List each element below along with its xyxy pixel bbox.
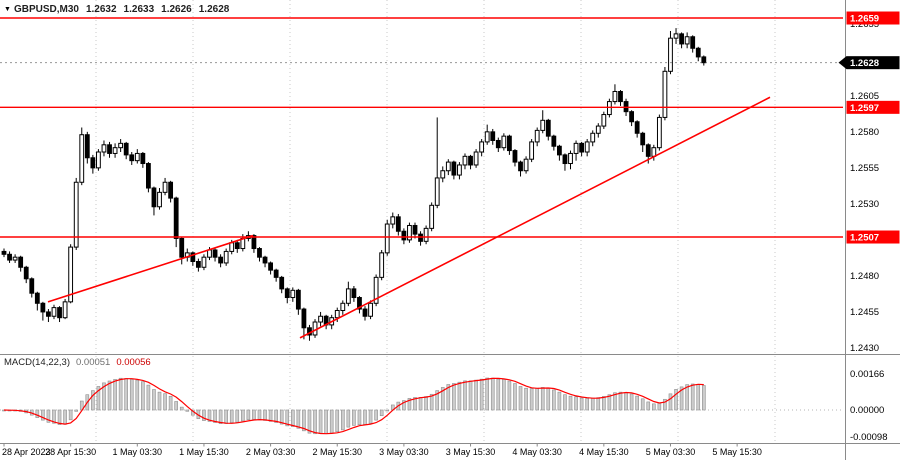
svg-text:2 May 03:30: 2 May 03:30 xyxy=(246,447,296,457)
svg-text:28 Apr 15:30: 28 Apr 15:30 xyxy=(45,447,96,457)
symbol-title: ▼ GBPUSD,M30 1.2632 1.2633 1.2626 1.2628 xyxy=(4,4,229,15)
quote-open: 1.2632 xyxy=(85,4,117,15)
svg-text:-0.00098: -0.00098 xyxy=(850,432,888,443)
svg-text:1.2455: 1.2455 xyxy=(850,307,879,318)
svg-text:0.00000: 0.00000 xyxy=(850,405,884,416)
svg-text:1 May 03:30: 1 May 03:30 xyxy=(113,447,163,457)
symbol-marker-icon: ▼ xyxy=(4,6,11,13)
macd-signal-value: 0.00056 xyxy=(116,357,151,368)
svg-text:5 May 15:30: 5 May 15:30 xyxy=(712,447,762,457)
macd-axis[interactable]: 0.00166 0.00000 -0.00098 xyxy=(850,369,888,443)
svg-text:1.2555: 1.2555 xyxy=(850,163,879,174)
svg-text:1.2628: 1.2628 xyxy=(850,58,879,69)
svg-text:5 May 03:30: 5 May 03:30 xyxy=(646,447,696,457)
svg-text:1.2430: 1.2430 xyxy=(850,343,879,354)
level-price-badge: 1.2507 xyxy=(846,230,900,244)
svg-text:3 May 03:30: 3 May 03:30 xyxy=(379,447,429,457)
svg-text:1.2597: 1.2597 xyxy=(850,103,879,114)
macd-histogram xyxy=(0,377,843,435)
macd-name: MACD(14,22,3) xyxy=(4,357,70,368)
macd-main-value: 0.00051 xyxy=(76,357,111,368)
current-price-badge: 1.2628 xyxy=(838,56,900,70)
svg-text:28 Apr 2023: 28 Apr 2023 xyxy=(2,447,51,457)
quote-low: 1.2626 xyxy=(161,4,192,15)
level-price-badge: 1.2597 xyxy=(846,100,900,114)
svg-text:1.2605: 1.2605 xyxy=(850,91,879,102)
level-price-badge: 1.2659 xyxy=(846,11,900,25)
svg-text:1.2507: 1.2507 xyxy=(850,233,879,244)
macd-indicator-label: MACD(14,22,3) 0.00051 0.00056 xyxy=(4,357,151,368)
svg-text:4 May 03:30: 4 May 03:30 xyxy=(512,447,562,457)
quote-high: 1.2633 xyxy=(123,4,155,15)
quote-close: 1.2628 xyxy=(198,4,230,15)
grid-lines xyxy=(95,0,776,444)
svg-text:1 May 15:30: 1 May 15:30 xyxy=(179,447,229,457)
svg-text:3 May 15:30: 3 May 15:30 xyxy=(446,447,496,457)
horizontal-level-lines[interactable] xyxy=(0,17,843,238)
svg-text:0.00166: 0.00166 xyxy=(850,369,884,380)
svg-text:1.2659: 1.2659 xyxy=(850,14,879,25)
trend-lines[interactable] xyxy=(47,96,771,339)
macd-signal-line xyxy=(3,377,704,435)
svg-text:1.2480: 1.2480 xyxy=(850,271,879,282)
symbol-name: GBPUSD,M30 xyxy=(13,4,79,15)
svg-text:1.2580: 1.2580 xyxy=(850,127,879,138)
price-axis[interactable]: 1.26551.26301.26051.25801.25551.25301.25… xyxy=(838,11,900,354)
svg-text:1.2530: 1.2530 xyxy=(850,199,879,210)
svg-text:4 May 15:30: 4 May 15:30 xyxy=(579,447,629,457)
svg-text:2 May 15:30: 2 May 15:30 xyxy=(312,447,362,457)
